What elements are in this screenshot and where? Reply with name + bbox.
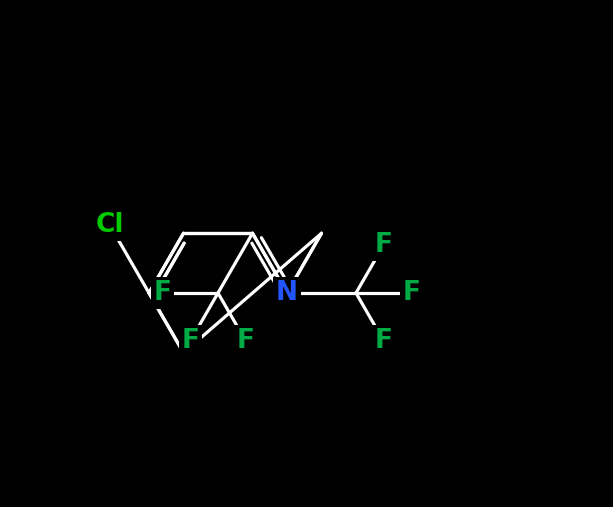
Text: F: F <box>375 232 392 258</box>
Text: F: F <box>181 328 199 354</box>
Text: F: F <box>375 328 392 354</box>
Text: Cl: Cl <box>95 212 124 238</box>
Text: N: N <box>276 280 298 306</box>
Text: F: F <box>237 328 254 354</box>
Text: F: F <box>154 280 172 306</box>
Text: F: F <box>402 280 420 306</box>
